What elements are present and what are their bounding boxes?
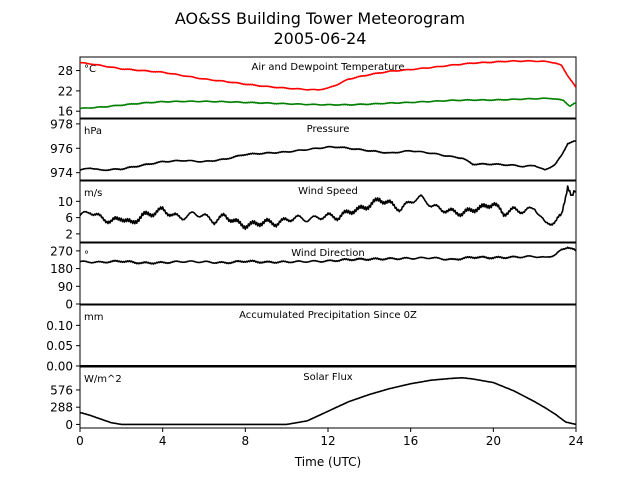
y-tick-label: 28 xyxy=(58,64,73,78)
y-tick-label: 0.10 xyxy=(46,319,73,333)
panel-title: Accumulated Precipitation Since 0Z xyxy=(239,310,417,321)
y-tick-label: 180 xyxy=(50,262,73,276)
y-tick-label: 6 xyxy=(65,211,73,225)
y-tick-label: 16 xyxy=(58,105,73,119)
y-tick-label: 976 xyxy=(50,142,73,156)
y-tick-label: 0 xyxy=(65,298,73,312)
panel-unit: mm xyxy=(84,312,103,323)
y-tick-label: 0 xyxy=(65,418,73,432)
series-line-pressure xyxy=(80,140,576,172)
y-tick-label: 10 xyxy=(58,195,73,209)
series-line-solar xyxy=(80,376,576,426)
panel-precip: 0.00 0.05 0.10 Accumulated Precipitation Si… xyxy=(46,304,577,374)
series-line-air xyxy=(80,59,576,91)
panel-unit: m/s xyxy=(84,188,102,199)
panel-unit: °C xyxy=(84,64,96,75)
y-tick-label: 0.00 xyxy=(46,360,73,374)
x-tick-label: 8 xyxy=(242,434,250,448)
panel-title: Pressure xyxy=(307,124,350,135)
chart-subtitle: 2005-06-24 xyxy=(274,29,367,48)
x-tick-label: 4 xyxy=(159,434,167,448)
panel-solar: 0 288 576 Solar Flux W/m^2 xyxy=(50,366,577,432)
chart-title: AO&SS Building Tower Meteorogram xyxy=(175,9,465,28)
y-tick-label: 90 xyxy=(58,280,73,294)
x-axis: 0 4 8 12 16 20 24 xyxy=(76,434,583,448)
y-tick-label: 288 xyxy=(50,401,73,415)
y-tick-label: 270 xyxy=(50,244,73,258)
y-tick-label: 2 xyxy=(65,227,73,241)
panel-unit: hPa xyxy=(84,126,102,137)
panel-wind_dir: 0 90 180 270 Wind Direction ° xyxy=(50,242,577,312)
panel-frame xyxy=(79,180,577,243)
panel-title: Solar Flux xyxy=(303,372,353,383)
panel-frame xyxy=(79,118,577,181)
x-tick-label: 24 xyxy=(568,434,583,448)
x-tick-label: 16 xyxy=(403,434,418,448)
series-line-wind_dir xyxy=(80,246,576,265)
x-tick-label: 20 xyxy=(486,434,501,448)
panel-unit: W/m^2 xyxy=(84,374,122,385)
panel-temp: 16 22 28 Air and Dewpoint Temperature °C xyxy=(58,56,577,119)
panel-title: Wind Speed xyxy=(298,186,358,197)
y-tick-label: 974 xyxy=(50,166,73,180)
y-tick-label: 576 xyxy=(50,383,73,397)
panel-title: Air and Dewpoint Temperature xyxy=(252,62,405,73)
y-tick-label: 22 xyxy=(58,84,73,98)
y-tick-label: 0.05 xyxy=(46,339,73,353)
x-axis-label: Time (UTC) xyxy=(294,455,361,469)
panel-unit: ° xyxy=(84,250,89,261)
x-tick-label: 12 xyxy=(320,434,335,448)
panel-wind_speed: 2 6 10 Wind Speed m/s xyxy=(58,180,577,243)
panel-frame xyxy=(79,242,577,305)
series-line-wind_speed xyxy=(80,185,576,231)
series-line-dewpoint xyxy=(80,97,576,110)
y-tick-label: 978 xyxy=(50,117,73,131)
x-tick-label: 0 xyxy=(76,434,84,448)
panel-title: Wind Direction xyxy=(291,248,365,259)
panel-pressure: 974 976 978 Pressure hPa xyxy=(50,117,577,181)
